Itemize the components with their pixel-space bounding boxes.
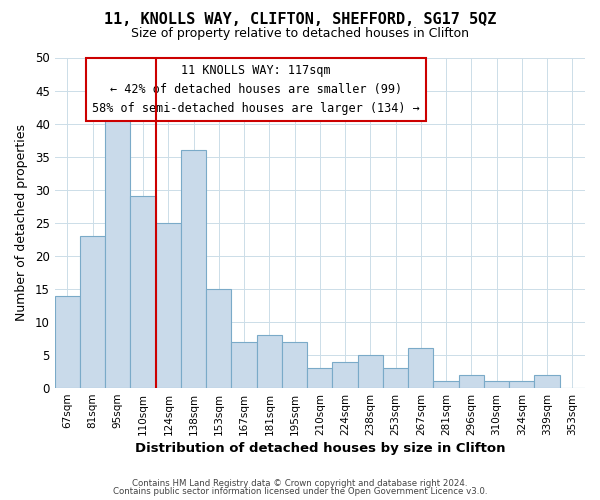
Bar [232, 342, 257, 388]
Bar [307, 368, 332, 388]
Bar [383, 368, 408, 388]
Bar [282, 342, 307, 388]
Text: 11, KNOLLS WAY, CLIFTON, SHEFFORD, SG17 5QZ: 11, KNOLLS WAY, CLIFTON, SHEFFORD, SG17 … [104, 12, 496, 28]
Bar [484, 382, 509, 388]
Bar [55, 296, 80, 388]
Bar [181, 150, 206, 388]
Bar [80, 236, 105, 388]
Bar [433, 382, 459, 388]
Text: Contains HM Land Registry data © Crown copyright and database right 2024.: Contains HM Land Registry data © Crown c… [132, 478, 468, 488]
Text: 11 KNOLLS WAY: 117sqm
← 42% of detached houses are smaller (99)
58% of semi-deta: 11 KNOLLS WAY: 117sqm ← 42% of detached … [92, 64, 420, 115]
Bar [332, 362, 358, 388]
Bar [130, 196, 155, 388]
Bar [408, 348, 433, 388]
Text: Size of property relative to detached houses in Clifton: Size of property relative to detached ho… [131, 28, 469, 40]
Bar [358, 355, 383, 388]
Bar [257, 335, 282, 388]
Bar [509, 382, 535, 388]
Text: Contains public sector information licensed under the Open Government Licence v3: Contains public sector information licen… [113, 487, 487, 496]
Bar [459, 375, 484, 388]
Bar [206, 289, 232, 388]
Bar [535, 375, 560, 388]
X-axis label: Distribution of detached houses by size in Clifton: Distribution of detached houses by size … [134, 442, 505, 455]
Y-axis label: Number of detached properties: Number of detached properties [15, 124, 28, 322]
Bar [155, 223, 181, 388]
Bar [105, 117, 130, 388]
